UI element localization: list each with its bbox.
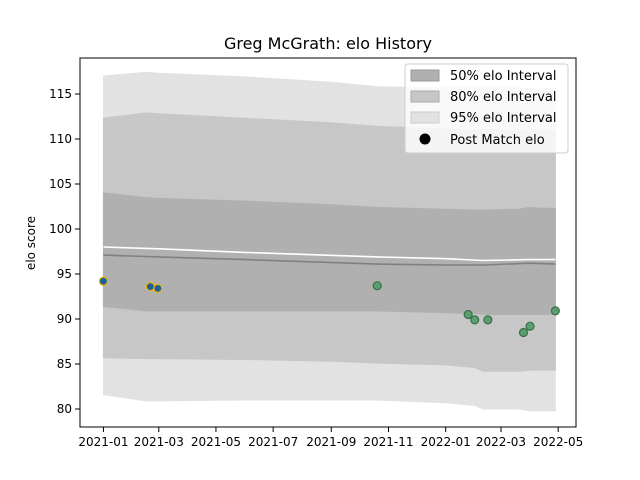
post-match-point xyxy=(372,281,382,291)
post-match-point xyxy=(463,309,473,320)
legend-label-50: 50% elo Interval xyxy=(450,69,557,84)
post-match-point xyxy=(483,315,493,325)
legend-swatch-80 xyxy=(410,90,440,103)
x-tick-label: 2021-01 xyxy=(78,435,128,449)
y-axis-label: elo score xyxy=(24,216,38,270)
x-tick-label: 2022-01 xyxy=(421,435,471,449)
y-tick-label: 95 xyxy=(57,267,72,281)
legend: 50% elo Interval 80% elo Interval 95% el… xyxy=(404,63,569,154)
plot-frame xyxy=(79,57,577,428)
post-match-point xyxy=(518,327,529,338)
post-match-points xyxy=(98,276,560,338)
x-tick-label: 2022-03 xyxy=(476,435,526,449)
x-tick-label: 2021-05 xyxy=(191,435,241,449)
x-axis-ticks: 2021-01 2021-03 2021-05 2021-07 2021-09 2021-… xyxy=(78,427,583,449)
legend-swatch-50 xyxy=(410,69,440,82)
legend-label-95: 95% elo Interval xyxy=(450,111,557,126)
mean-line xyxy=(103,254,556,266)
y-tick-label: 85 xyxy=(57,357,72,371)
post-match-point xyxy=(98,276,109,286)
y-tick-label: 80 xyxy=(57,402,72,416)
x-tick-label: 2021-09 xyxy=(306,435,356,449)
post-match-point xyxy=(550,306,560,316)
legend-swatch-95 xyxy=(410,111,440,124)
legend-label-post-match: Post Match elo xyxy=(450,133,545,148)
chart-title: Greg McGrath: elo History xyxy=(224,34,432,53)
x-tick-label: 2021-03 xyxy=(134,435,184,449)
white-line xyxy=(103,246,556,262)
y-tick-label: 90 xyxy=(57,312,72,326)
legend-label-80: 80% elo Interval xyxy=(450,90,557,105)
y-tick-label: 115 xyxy=(49,87,72,101)
x-tick-label: 2021-11 xyxy=(363,435,413,449)
y-axis-ticks: 80 85 90 95 100 105 110 115 xyxy=(49,87,80,416)
band-50-interval xyxy=(102,192,556,315)
elo-lines xyxy=(103,246,556,266)
x-tick-label: 2021-07 xyxy=(248,435,298,449)
post-match-point xyxy=(525,321,535,331)
x-tick-label: 2022-05 xyxy=(533,435,583,449)
post-match-point xyxy=(145,282,155,292)
interval-bands xyxy=(102,71,556,412)
y-tick-label: 100 xyxy=(49,222,72,236)
y-tick-label: 110 xyxy=(49,132,72,146)
legend-marker-post-match xyxy=(419,133,431,145)
plot-area xyxy=(98,71,560,412)
post-match-point xyxy=(470,315,480,325)
legend-box xyxy=(404,63,569,154)
y-tick-label: 105 xyxy=(49,177,72,191)
post-match-point xyxy=(153,283,163,293)
